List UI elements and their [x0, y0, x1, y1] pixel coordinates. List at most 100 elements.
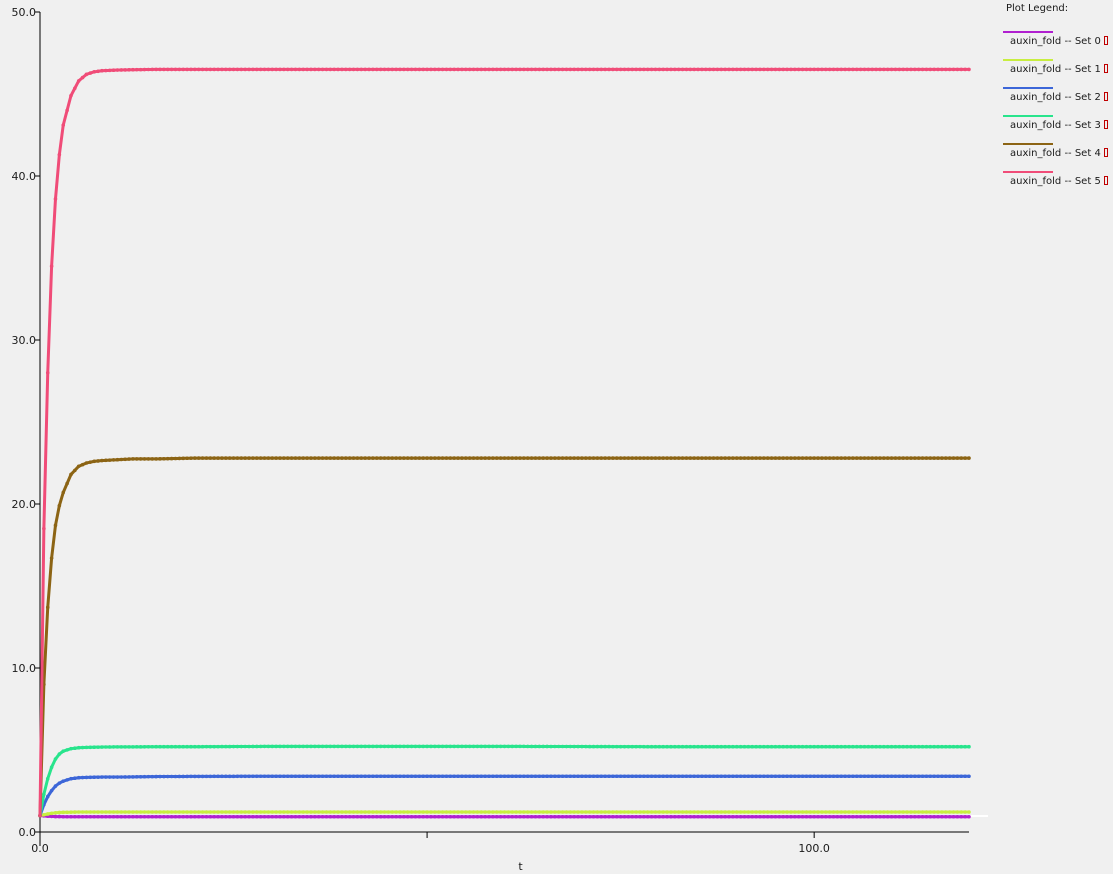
- data-point: [131, 775, 135, 779]
- data-point: [45, 605, 50, 610]
- data-point: [796, 814, 801, 819]
- legend-item[interactable]: auxin_fold -- Set 2: [1003, 87, 1113, 115]
- data-point: [758, 744, 762, 749]
- data-point: [471, 456, 476, 460]
- series-3: [38, 744, 971, 818]
- data-point: [189, 67, 193, 72]
- data-point: [92, 459, 96, 464]
- data-point: [560, 810, 565, 814]
- data-point: [305, 810, 309, 814]
- data-point: [491, 744, 495, 749]
- data-point: [371, 67, 375, 72]
- data-point: [541, 744, 546, 749]
- legend-remove-icon[interactable]: [1103, 92, 1108, 101]
- data-point: [53, 784, 58, 788]
- data-point: [827, 774, 832, 779]
- legend-item[interactable]: auxin_fold -- Set 1: [1003, 59, 1113, 87]
- data-point: [874, 814, 878, 819]
- data-point: [73, 810, 77, 814]
- data-point: [827, 456, 832, 460]
- legend-item[interactable]: auxin_fold -- Set 0: [1003, 31, 1113, 59]
- data-point: [285, 744, 290, 749]
- legend-remove-icon[interactable]: [1103, 148, 1108, 157]
- data-point: [653, 744, 658, 749]
- data-point: [638, 774, 642, 779]
- data-point: [262, 814, 267, 819]
- data-point: [452, 744, 456, 749]
- data-point: [80, 775, 85, 780]
- legend-remove-icon[interactable]: [1103, 176, 1108, 185]
- data-point: [510, 814, 515, 819]
- data-point: [549, 814, 553, 819]
- data-point: [820, 810, 824, 814]
- data-point: [274, 456, 278, 460]
- legend-remove-icon[interactable]: [1103, 64, 1108, 73]
- data-point: [874, 810, 878, 814]
- data-point: [603, 67, 607, 72]
- data-point: [765, 810, 770, 814]
- data-point: [595, 744, 600, 749]
- data-point: [251, 744, 255, 749]
- data-point: [568, 67, 573, 72]
- data-point: [572, 814, 576, 819]
- data-point: [371, 810, 375, 814]
- data-point: [889, 814, 894, 819]
- data-point: [773, 67, 778, 72]
- data-point: [851, 774, 855, 779]
- data-point: [247, 774, 251, 779]
- data-point: [475, 67, 480, 72]
- data-point: [734, 456, 739, 460]
- legend-item[interactable]: auxin_fold -- Set 3: [1003, 115, 1113, 143]
- data-point: [804, 456, 809, 460]
- data-point: [220, 814, 224, 819]
- data-point: [947, 67, 952, 72]
- data-point: [773, 744, 778, 749]
- data-point: [622, 810, 627, 814]
- data-point: [138, 774, 143, 779]
- data-point: [359, 810, 364, 814]
- data-point: [57, 810, 62, 815]
- data-point: [421, 774, 426, 779]
- data-point: [266, 774, 271, 779]
- data-point: [700, 67, 704, 72]
- data-point: [800, 67, 805, 72]
- data-point: [200, 67, 205, 72]
- data-point: [823, 744, 828, 749]
- data-point: [92, 814, 96, 819]
- data-point: [336, 774, 340, 779]
- data-point: [282, 774, 286, 779]
- data-point: [781, 744, 785, 749]
- data-point: [224, 814, 228, 819]
- data-point: [715, 67, 720, 72]
- data-point: [313, 814, 317, 819]
- data-point: [525, 744, 530, 749]
- data-point: [924, 814, 929, 819]
- data-point: [847, 67, 851, 72]
- data-point: [866, 774, 871, 779]
- data-point: [591, 814, 596, 819]
- data-point: [162, 744, 166, 749]
- data-point: [951, 810, 956, 814]
- data-point: [583, 67, 588, 72]
- data-point: [193, 774, 197, 779]
- data-point: [967, 774, 971, 779]
- data-point: [707, 814, 712, 819]
- legend-item[interactable]: auxin_fold -- Set 5: [1003, 171, 1113, 199]
- data-point: [932, 810, 936, 814]
- legend-item[interactable]: auxin_fold -- Set 4: [1003, 143, 1113, 171]
- data-point: [111, 810, 116, 814]
- data-point: [158, 67, 162, 72]
- data-point: [251, 456, 255, 460]
- data-point: [878, 456, 882, 460]
- data-point: [614, 774, 619, 779]
- data-point: [885, 810, 890, 814]
- data-point: [235, 456, 240, 460]
- data-point: [765, 744, 770, 749]
- data-point: [111, 814, 116, 819]
- legend-remove-icon[interactable]: [1103, 120, 1108, 129]
- data-point: [618, 774, 623, 779]
- data-point: [707, 744, 712, 749]
- data-point: [460, 744, 464, 749]
- legend-remove-icon[interactable]: [1103, 36, 1108, 45]
- data-point: [765, 456, 770, 460]
